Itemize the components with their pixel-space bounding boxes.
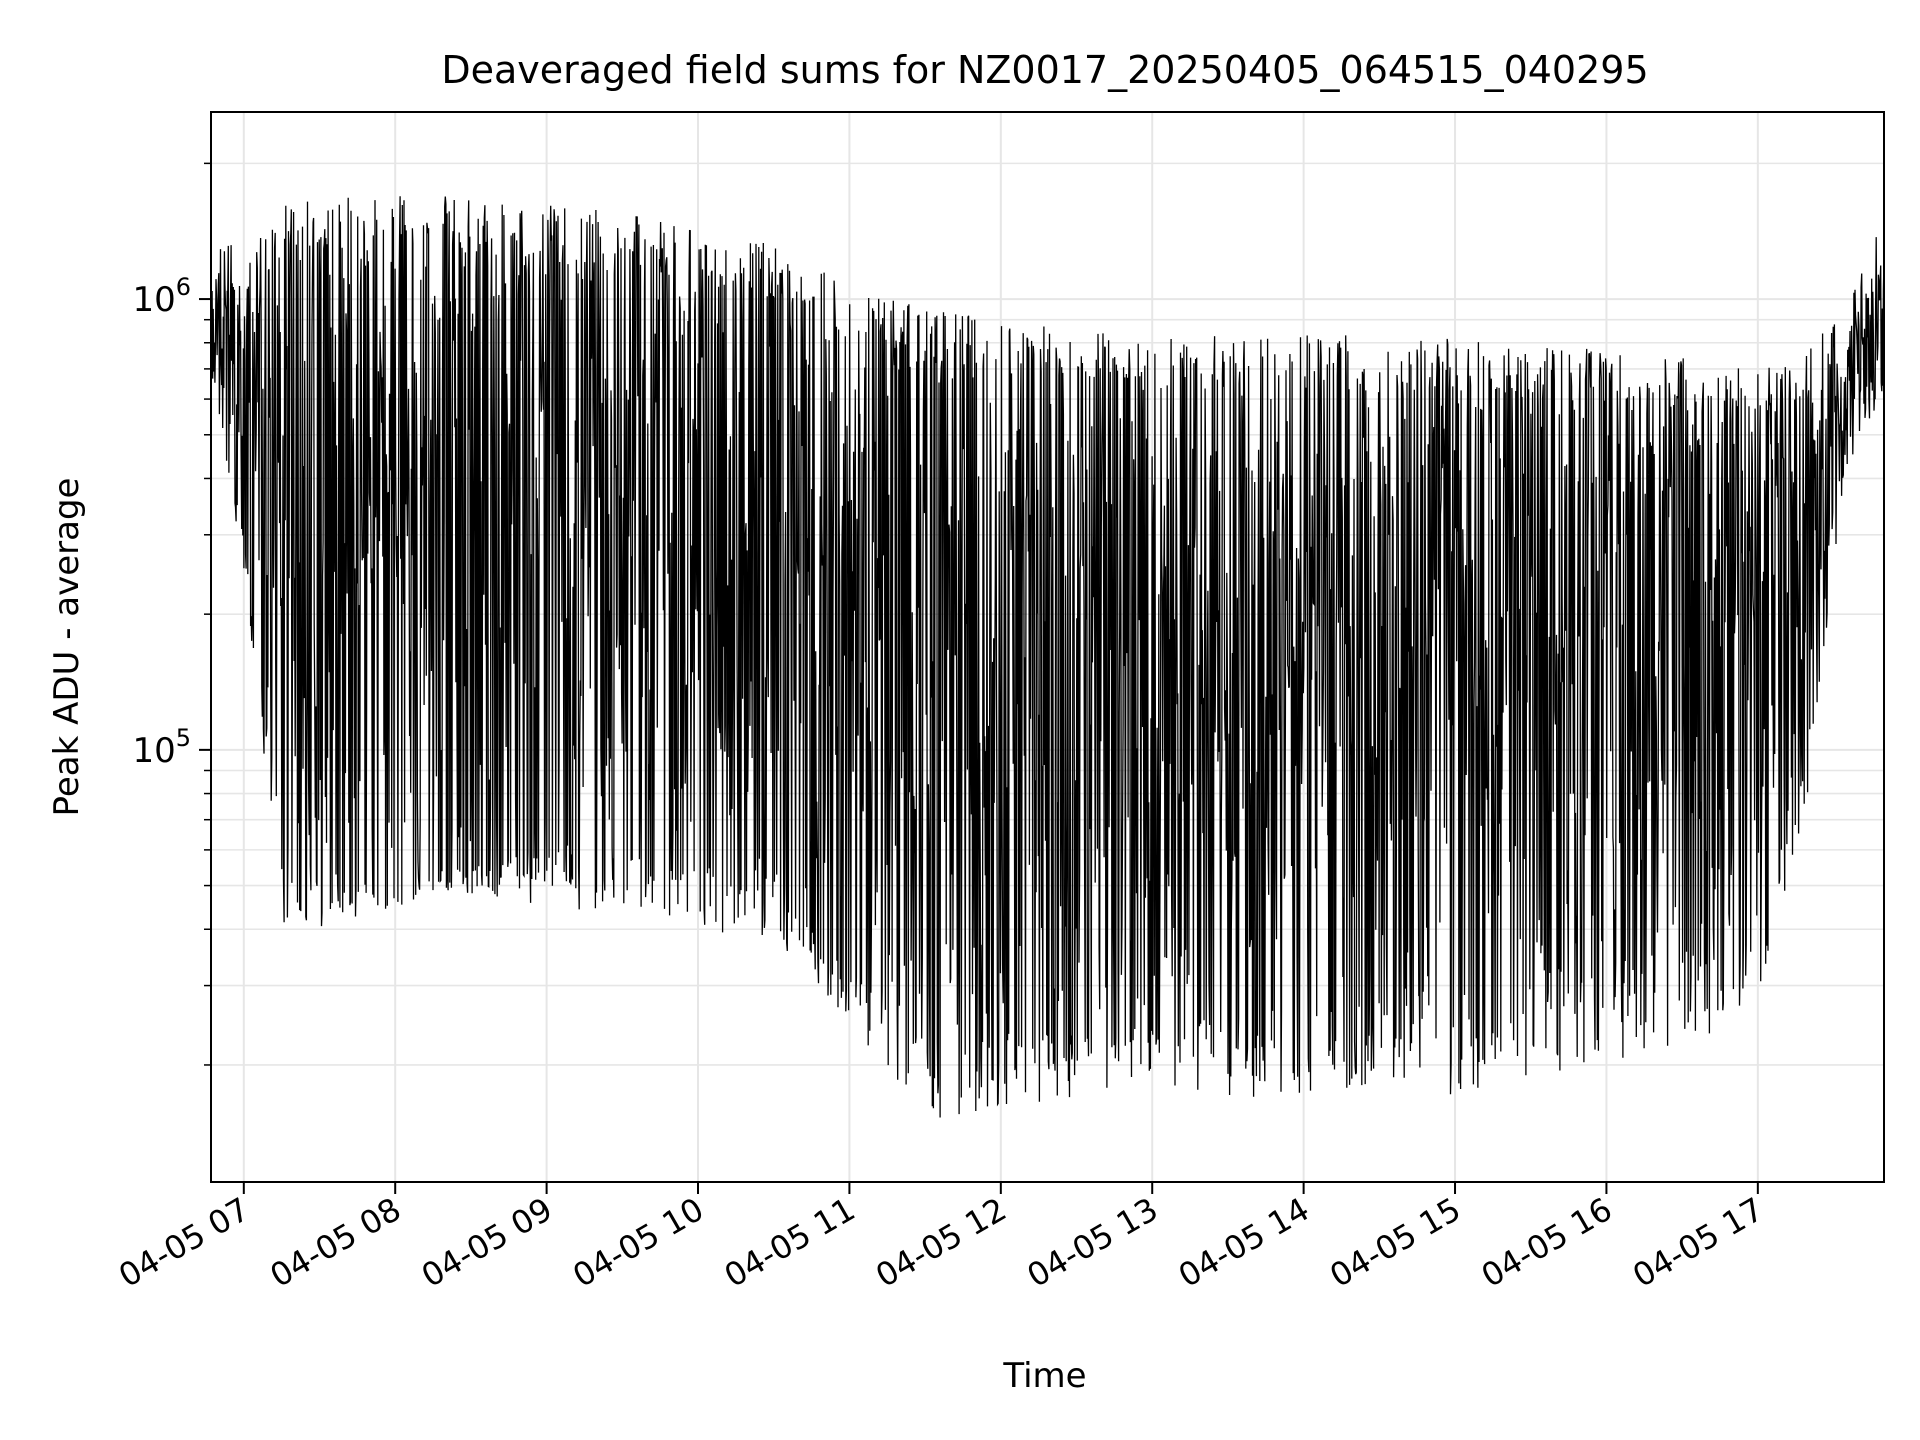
series-layer — [210, 196, 1885, 1118]
x-axis-label: Time — [1002, 1356, 1086, 1396]
y-axis-label: Peak ADU - average — [47, 478, 87, 817]
series-line — [210, 196, 1885, 1118]
y-tick-label: 106 — [132, 273, 191, 320]
y-tick-base: 10 — [132, 731, 175, 771]
chart-title: Deaveraged field sums for NZ0017_2025040… — [441, 48, 1648, 92]
plot-frame — [210, 111, 1885, 1183]
y-tick-exponent: 6 — [176, 273, 191, 301]
y-tick-label: 105 — [132, 724, 191, 771]
y-tick-base: 10 — [132, 280, 175, 320]
y-tick-exponent: 5 — [176, 724, 191, 752]
